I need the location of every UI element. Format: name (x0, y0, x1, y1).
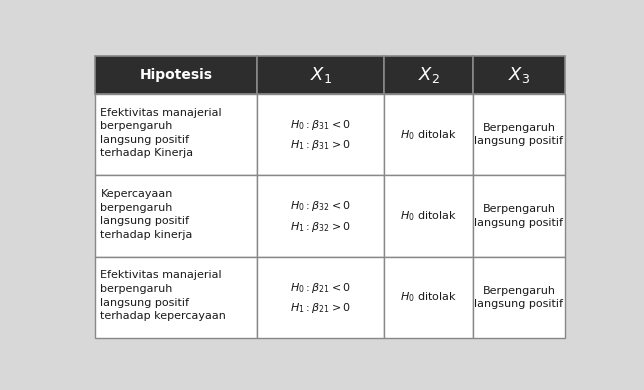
Text: Berpengaruh
langsung positif: Berpengaruh langsung positif (475, 123, 564, 146)
Text: $H_0 : \beta_{{32}} < 0$: $H_0 : \beta_{{32}} < 0$ (290, 199, 351, 213)
Text: $H_0 : \beta_{{21}} < 0$: $H_0 : \beta_{{21}} < 0$ (290, 281, 351, 294)
Text: $H_0$ ditolak: $H_0$ ditolak (400, 128, 457, 142)
Text: $H_0 : \beta_{{31}} < 0$: $H_0 : \beta_{{31}} < 0$ (290, 118, 351, 132)
Bar (384, 94, 473, 176)
Bar (384, 56, 473, 94)
Text: Efektivitas manajerial
berpengaruh
langsung positif
terhadap Kinerja: Efektivitas manajerial berpengaruh langs… (100, 108, 222, 158)
Bar (258, 257, 384, 338)
Text: Kepercayaan
berpengaruh
langsung positif
terhadap kinerja: Kepercayaan berpengaruh langsung positif… (100, 189, 193, 240)
Bar (258, 176, 384, 257)
Text: Berpengaruh
langsung positif: Berpengaruh langsung positif (475, 285, 564, 309)
Text: $H_1 : \beta_{{21}} > 0$: $H_1 : \beta_{{21}} > 0$ (290, 301, 351, 315)
Bar (473, 56, 565, 94)
Bar (258, 56, 384, 94)
Text: $X_3$: $X_3$ (508, 65, 530, 85)
Bar (95, 257, 258, 338)
Text: $H_0$ ditolak: $H_0$ ditolak (400, 291, 457, 304)
Text: Efektivitas manajerial
berpengaruh
langsung positif
terhadap kepercayaan: Efektivitas manajerial berpengaruh langs… (100, 270, 226, 321)
Bar (258, 94, 384, 176)
Text: $H_1 : \beta_{{32}} > 0$: $H_1 : \beta_{{32}} > 0$ (290, 220, 351, 234)
Bar (473, 257, 565, 338)
Text: Berpengaruh
langsung positif: Berpengaruh langsung positif (475, 204, 564, 228)
Text: $H_0$ ditolak: $H_0$ ditolak (400, 209, 457, 223)
Text: $X_1$: $X_1$ (310, 65, 332, 85)
Bar (473, 176, 565, 257)
Text: $X_2$: $X_2$ (418, 65, 439, 85)
Bar (384, 257, 473, 338)
Bar (95, 56, 258, 94)
Bar (384, 176, 473, 257)
Bar (95, 176, 258, 257)
Bar (95, 94, 258, 176)
Bar (473, 94, 565, 176)
Text: Hipotesis: Hipotesis (140, 68, 213, 82)
Text: $H_1 : \beta_{{31}} > 0$: $H_1 : \beta_{{31}} > 0$ (290, 138, 351, 152)
